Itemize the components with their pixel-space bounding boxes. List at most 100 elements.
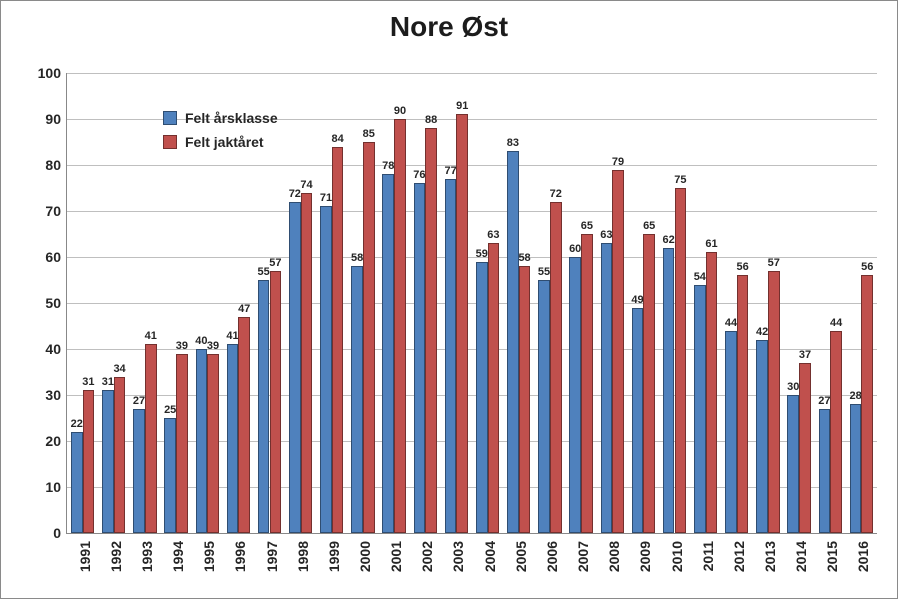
x-tick-label: 2013 bbox=[762, 541, 778, 572]
data-label: 91 bbox=[456, 100, 468, 112]
x-tick-label: 2016 bbox=[855, 541, 871, 572]
bar bbox=[363, 142, 375, 533]
data-label: 85 bbox=[363, 128, 375, 140]
y-tick-label: 40 bbox=[45, 341, 67, 357]
x-tick-label: 2006 bbox=[544, 541, 560, 572]
bar bbox=[569, 257, 581, 533]
bar bbox=[456, 114, 468, 533]
data-label: 28 bbox=[849, 390, 861, 402]
x-tick-label: 1995 bbox=[201, 541, 217, 572]
data-label: 54 bbox=[694, 271, 706, 283]
bar bbox=[799, 363, 811, 533]
data-label: 57 bbox=[269, 257, 281, 269]
legend-item: Felt årsklasse bbox=[163, 110, 343, 126]
data-label: 88 bbox=[425, 114, 437, 126]
x-tick-label: 1997 bbox=[264, 541, 280, 572]
chart-title: Nore Øst bbox=[1, 11, 897, 43]
bar bbox=[351, 266, 363, 533]
data-label: 75 bbox=[674, 174, 686, 186]
data-label: 49 bbox=[631, 294, 643, 306]
data-label: 71 bbox=[320, 192, 332, 204]
legend-swatch bbox=[163, 135, 177, 149]
x-tick-label: 2003 bbox=[450, 541, 466, 572]
bar bbox=[176, 354, 188, 533]
bar bbox=[694, 285, 706, 533]
x-tick-label: 1998 bbox=[295, 541, 311, 572]
data-label: 61 bbox=[705, 238, 717, 250]
legend-label: Felt årsklasse bbox=[185, 110, 278, 126]
bar bbox=[320, 206, 332, 533]
x-tick-label: 2012 bbox=[731, 541, 747, 572]
data-label: 58 bbox=[351, 252, 363, 264]
y-tick-label: 10 bbox=[45, 479, 67, 495]
gridline bbox=[67, 211, 877, 212]
data-label: 44 bbox=[725, 317, 737, 329]
x-tick-label: 2011 bbox=[700, 541, 716, 571]
bar bbox=[414, 183, 426, 533]
x-tick-label: 2005 bbox=[513, 541, 529, 572]
data-label: 31 bbox=[82, 376, 94, 388]
bar bbox=[382, 174, 394, 533]
data-label: 65 bbox=[643, 220, 655, 232]
data-label: 55 bbox=[538, 266, 550, 278]
y-tick-label: 90 bbox=[45, 111, 67, 127]
x-tick-label: 2007 bbox=[575, 541, 591, 572]
data-label: 44 bbox=[830, 317, 842, 329]
data-label: 37 bbox=[799, 349, 811, 361]
bar bbox=[488, 243, 500, 533]
x-tick-label: 1996 bbox=[232, 541, 248, 572]
data-label: 34 bbox=[113, 363, 125, 375]
data-label: 30 bbox=[787, 381, 799, 393]
bar bbox=[227, 344, 239, 533]
data-label: 74 bbox=[300, 179, 312, 191]
bar bbox=[632, 308, 644, 533]
bar bbox=[643, 234, 655, 533]
bar bbox=[737, 275, 749, 533]
x-tick-label: 2002 bbox=[419, 541, 435, 572]
x-tick-label: 1993 bbox=[139, 541, 155, 572]
y-tick-label: 70 bbox=[45, 203, 67, 219]
bar bbox=[507, 151, 519, 533]
bar bbox=[102, 390, 114, 533]
data-label: 31 bbox=[102, 376, 114, 388]
bar bbox=[519, 266, 531, 533]
bar bbox=[394, 119, 406, 533]
x-tick-label: 2014 bbox=[793, 541, 809, 572]
data-label: 62 bbox=[663, 234, 675, 246]
bar bbox=[787, 395, 799, 533]
y-tick-label: 20 bbox=[45, 433, 67, 449]
data-label: 83 bbox=[507, 137, 519, 149]
x-tick-label: 1992 bbox=[108, 541, 124, 572]
y-tick-label: 50 bbox=[45, 295, 67, 311]
data-label: 90 bbox=[394, 105, 406, 117]
bar bbox=[581, 234, 593, 533]
bar bbox=[71, 432, 83, 533]
data-label: 39 bbox=[176, 340, 188, 352]
bar bbox=[270, 271, 282, 533]
bar bbox=[145, 344, 157, 533]
x-tick-label: 2010 bbox=[669, 541, 685, 572]
gridline bbox=[67, 257, 877, 258]
data-label: 78 bbox=[382, 160, 394, 172]
data-label: 47 bbox=[238, 303, 250, 315]
bar bbox=[830, 331, 842, 533]
bar bbox=[768, 271, 780, 533]
x-tick-label: 1991 bbox=[77, 541, 93, 572]
x-tick-label: 2009 bbox=[637, 541, 653, 572]
data-label: 72 bbox=[289, 188, 301, 200]
data-label: 55 bbox=[258, 266, 270, 278]
bar bbox=[258, 280, 270, 533]
data-label: 59 bbox=[476, 248, 488, 260]
data-label: 41 bbox=[145, 330, 157, 342]
legend-label: Felt jaktåret bbox=[185, 134, 264, 150]
legend: Felt årsklasse Felt jaktåret bbox=[157, 98, 349, 162]
data-label: 65 bbox=[581, 220, 593, 232]
bar bbox=[663, 248, 675, 533]
bar bbox=[289, 202, 301, 533]
x-tick-label: 2004 bbox=[482, 541, 498, 572]
bar bbox=[476, 262, 488, 533]
data-label: 79 bbox=[612, 156, 624, 168]
data-label: 39 bbox=[207, 340, 219, 352]
y-tick-label: 80 bbox=[45, 157, 67, 173]
plot-area: 0102030405060708090100199122311992313419… bbox=[66, 73, 877, 534]
